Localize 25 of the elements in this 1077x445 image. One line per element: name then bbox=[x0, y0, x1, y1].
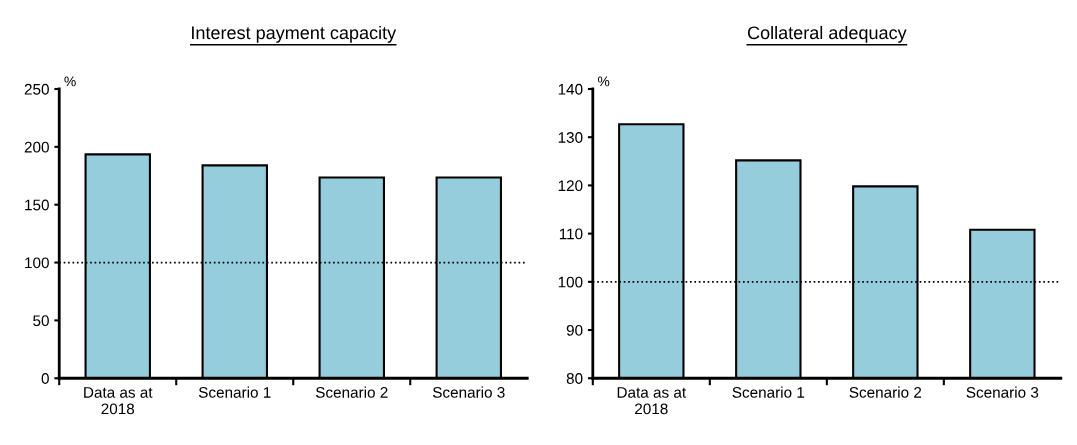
y-tick-label: 120 bbox=[558, 180, 583, 192]
y-tick-label: 50 bbox=[33, 315, 49, 327]
y-tick-label: 100 bbox=[25, 257, 49, 269]
x-tick-label: Data as at 2018 bbox=[617, 387, 687, 415]
y-axis-title: % bbox=[64, 76, 76, 87]
x-tick-label: Scenario 3 bbox=[966, 386, 1039, 398]
chart-title: Collateral adequacy bbox=[747, 25, 907, 43]
x-tick-label: Scenario 2 bbox=[315, 386, 388, 398]
x-tick-label: Scenario 1 bbox=[732, 386, 805, 398]
y-tick-label: 100 bbox=[558, 276, 583, 288]
y-tick-label: 140 bbox=[558, 83, 583, 95]
y-tick-label: 150 bbox=[25, 199, 49, 211]
x-tick-label: Data as at 2018 bbox=[84, 387, 153, 415]
y-axis-title: % bbox=[597, 76, 610, 87]
x-tick-label: Scenario 3 bbox=[432, 386, 505, 398]
y-tick-label: 110 bbox=[559, 228, 583, 240]
chart-title: Interest payment capacity bbox=[192, 25, 397, 43]
y-tick-label: 200 bbox=[24, 141, 49, 153]
y-tick-label: 250 bbox=[24, 83, 49, 95]
y-tick-label: 80 bbox=[566, 373, 583, 384]
y-tick-label: 90 bbox=[566, 324, 583, 336]
x-tick-label: Scenario 2 bbox=[849, 386, 922, 398]
x-tick-label: Scenario 1 bbox=[198, 386, 271, 398]
y-tick-label: 0 bbox=[41, 373, 49, 384]
y-tick-label: 130 bbox=[558, 132, 583, 143]
